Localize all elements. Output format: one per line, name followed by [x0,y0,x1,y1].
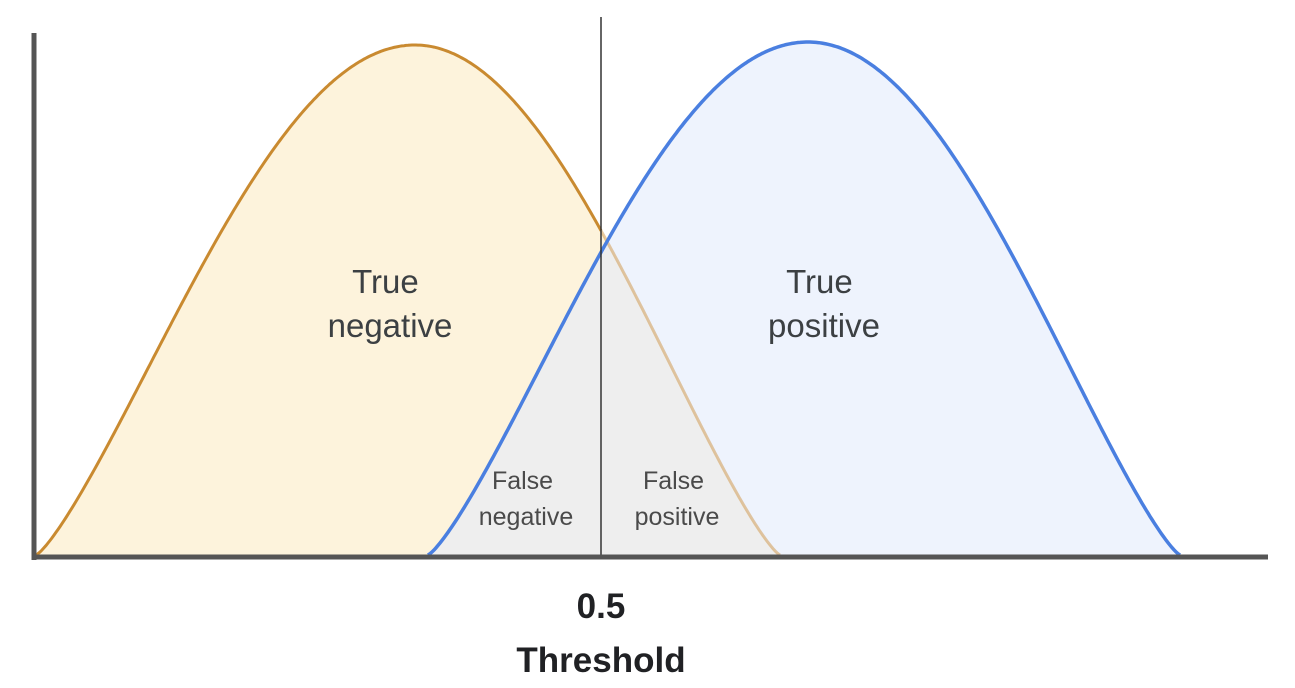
threshold-value: 0.5 [577,587,626,626]
negative-distribution-curve [35,43,603,557]
false-positive-label: False positive [635,467,720,531]
overlap-region-fill [428,243,780,556]
false-negative-label: False negative [479,467,574,531]
true-positive-label: True positive [768,263,880,344]
threshold-label: Threshold [516,641,685,680]
true-negative-label: True negative [328,263,453,344]
positive-distribution-curve [427,40,1181,557]
negative-distribution-tail [599,229,781,557]
